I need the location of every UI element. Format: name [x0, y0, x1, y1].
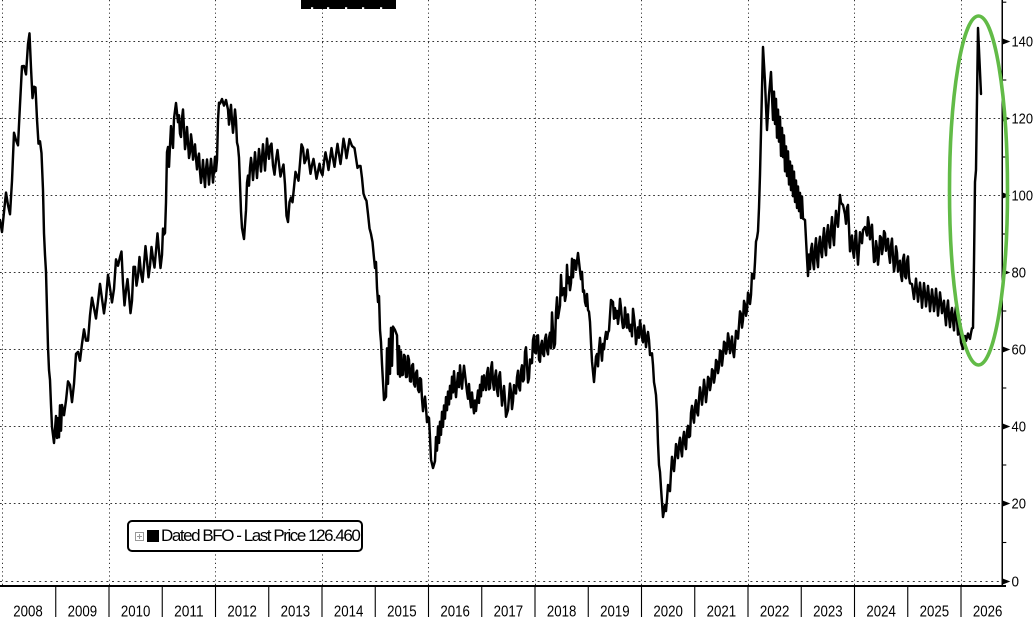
svg-text:40: 40	[1012, 420, 1027, 436]
svg-text:2018: 2018	[547, 604, 577, 619]
svg-text:2025: 2025	[920, 604, 950, 619]
svg-text:2026: 2026	[973, 604, 1003, 619]
svg-text:2023: 2023	[813, 604, 843, 619]
svg-text:2022: 2022	[760, 604, 790, 619]
svg-text:2009: 2009	[68, 604, 98, 619]
svg-text:60: 60	[1012, 343, 1027, 359]
svg-text:140: 140	[1012, 35, 1034, 51]
svg-text:100: 100	[1012, 189, 1034, 205]
svg-text:20: 20	[1012, 497, 1027, 513]
svg-text:80: 80	[1012, 266, 1027, 282]
svg-text:2016: 2016	[440, 604, 470, 619]
svg-text:2020: 2020	[653, 604, 683, 619]
svg-text:2024: 2024	[866, 604, 896, 619]
svg-text:2017: 2017	[494, 604, 524, 619]
svg-text:2021: 2021	[707, 604, 737, 619]
svg-text:2019: 2019	[600, 604, 630, 619]
svg-text:2015: 2015	[387, 604, 417, 619]
svg-text:2008: 2008	[13, 604, 43, 619]
svg-text:2011: 2011	[174, 604, 204, 619]
svg-text:2014: 2014	[334, 604, 364, 619]
svg-text:120: 120	[1012, 112, 1034, 128]
svg-text:0: 0	[1012, 575, 1020, 591]
svg-text:2012: 2012	[227, 604, 257, 619]
svg-text:2010: 2010	[121, 604, 151, 619]
svg-text:2013: 2013	[281, 604, 311, 619]
